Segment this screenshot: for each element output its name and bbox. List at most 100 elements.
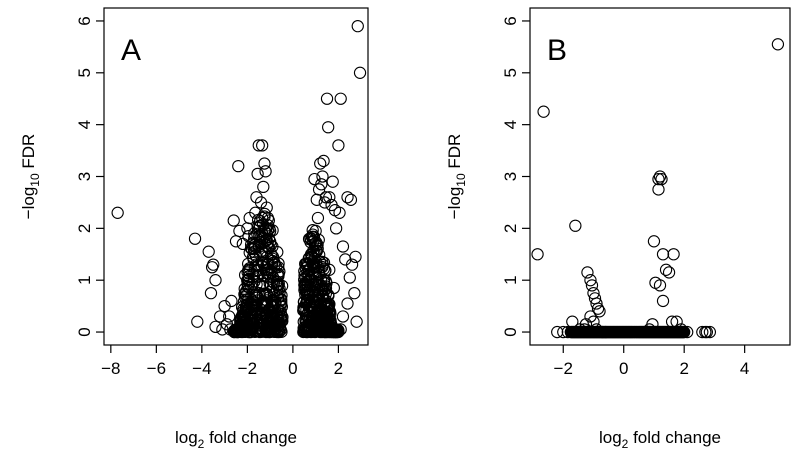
panel-b-y-axis-title: −log10 FDR: [445, 134, 468, 220]
panel-a-cluster0-point-409: [250, 325, 263, 338]
panel-a-point-26: [251, 167, 264, 181]
panel-a-cluster1-point-395: [312, 313, 326, 326]
panel-a-cluster0-point-384: [255, 255, 268, 268]
panel-a-cluster0-point-394: [248, 261, 261, 274]
panel-a-cluster1-point-413: [315, 325, 328, 339]
panel-a-cluster1-point-312: [310, 239, 323, 252]
panel-b-point-32: [659, 263, 673, 276]
panel-b: 0 1 2 3 4 5 6 −2 0 2 4 log2 fold change −log10 FDR B: [445, 7, 791, 451]
panel-a-cluster0-point-399: [233, 323, 246, 337]
panel-a-cluster0-point-418: [236, 325, 249, 338]
panel-a-point-79: [351, 19, 364, 33]
panel-a-cluster0-point-375: [256, 246, 269, 259]
panel-a-cluster0-point-332: [253, 214, 267, 228]
panel-a-cluster1-point-402: [312, 233, 325, 247]
panel-a-ytick-label-4: 4: [75, 120, 94, 129]
panel-a-point-64: [326, 175, 339, 188]
panel-a-ytick-label-1: 1: [75, 275, 94, 284]
panel-a-cluster1-point-412: [329, 323, 342, 337]
panel-a-point-52: [311, 211, 325, 225]
panel-a-cluster0-point-365: [242, 294, 255, 307]
panel-a-cluster0-point-331: [254, 248, 267, 261]
panel-b-point-11: [593, 305, 606, 318]
panel-b-point-41: [700, 325, 714, 339]
panel-a-point-77: [349, 250, 362, 264]
panel-a: 0 1 2 3 4 5 6 −8 −6 −4 −2 0 2 log2 fold change −log10 …: [19, 7, 369, 451]
panel-a-cluster1-point-414: [312, 307, 325, 320]
panel-b-point-39: [696, 325, 709, 339]
panel-a-point-62: [323, 191, 336, 204]
panel-a-cluster0-point-417: [269, 318, 282, 332]
panel-a-point-1: [188, 232, 202, 245]
panel-a-xtick-label-0: −8: [101, 359, 120, 378]
panel-a-cluster0-point-395: [269, 296, 282, 309]
panel-a-cluster0-point-346: [270, 275, 283, 288]
panel-a-point-70: [336, 240, 350, 253]
panel-a-cluster0-point-378: [250, 278, 263, 291]
panel-a-cluster0-point-172: [258, 210, 271, 223]
panel-a-xtick-label-4: 0: [288, 359, 297, 378]
panel-b-point-10: [591, 302, 605, 315]
panel-a-point-75: [345, 258, 359, 271]
panel-a-point-81: [341, 297, 354, 310]
panel-a-cluster1-point-418: [302, 305, 315, 318]
panel-a-cluster0-point-408: [234, 321, 247, 334]
panel-a-cluster1-point-419: [322, 300, 336, 313]
panel-a-point-6: [209, 274, 222, 287]
panel-a-point-54: [314, 157, 327, 170]
panel-a-cluster0-point-385: [260, 266, 273, 279]
panel-a-cluster0-point-406: [274, 311, 287, 325]
panel-a-point-0: [111, 206, 124, 219]
panel-a-point-56: [316, 170, 329, 183]
panel-a-cluster0-point-367: [256, 218, 270, 231]
panel-a-cluster0-point-410: [260, 227, 273, 240]
panel-a-point-69: [334, 92, 347, 105]
panel-b-xtick-label-0: −2: [554, 359, 573, 378]
panel-a-cluster0-point-87: [244, 238, 258, 251]
panel-a-cluster1-point-355: [300, 256, 314, 270]
panel-a-ytick-label-5: 5: [75, 68, 94, 77]
panel-a-point-72: [341, 191, 354, 204]
panel-a-point-10: [223, 310, 236, 323]
panel-b-point-5: [584, 274, 597, 287]
panel-a-cluster1-point-407: [306, 230, 319, 244]
panel-a-cluster0-point-386: [264, 235, 277, 248]
panel-a-xtick-label-2: −4: [192, 359, 211, 378]
panel-a-cluster1-point-377: [307, 311, 320, 325]
panel-a-cluster1-point-409: [301, 285, 315, 298]
panel-a-ytick-label-0: 0: [75, 327, 94, 336]
panel-b-point-34: [667, 248, 680, 261]
panel-a-cluster1-point-410: [322, 319, 335, 332]
panel-a-point-60: [320, 92, 334, 105]
panel-a-cluster0-point-419: [249, 309, 263, 323]
panel-a-cluster1-point-233: [306, 224, 319, 237]
panel-a-cluster0-point-415: [246, 277, 259, 291]
panel-b-ytick-label-2: 2: [501, 224, 520, 233]
panel-a-point-31: [257, 180, 270, 194]
panel-b-point-31: [656, 294, 670, 308]
panel-b-ytick-label-5: 5: [501, 68, 520, 77]
panel-a-y-axis-title: −log10 FDR: [19, 134, 42, 220]
panel-a-cluster0-point-345: [272, 269, 285, 283]
panel-a-point-13: [229, 235, 243, 248]
panel-b-point-21: [551, 325, 564, 339]
panel-a-point-66: [329, 222, 343, 235]
panel-b-ytick-label-0: 0: [501, 327, 520, 336]
panel-a-cluster0-point-416: [237, 305, 250, 318]
panel-a-point-74: [344, 193, 358, 206]
panel-b-point-42: [703, 325, 717, 339]
panel-a-point-78: [350, 315, 363, 328]
panel-a-point-30: [256, 139, 269, 152]
panel-a-cluster0-point-305: [261, 219, 275, 232]
panel-a-cluster1-point-371: [319, 274, 332, 288]
panel-b-point-27: [652, 183, 665, 196]
panel-b-ytick-label-1: 1: [501, 275, 520, 284]
panel-a-ytick-label-3: 3: [75, 172, 94, 181]
panel-b-ytick-label-6: 6: [501, 16, 520, 25]
panel-b-point-3: [569, 219, 582, 232]
panel-a-point-67: [332, 139, 345, 152]
panel-a-point-2: [191, 315, 204, 328]
panel-a-point-11: [225, 294, 238, 308]
panel-b-point-1: [537, 105, 550, 118]
